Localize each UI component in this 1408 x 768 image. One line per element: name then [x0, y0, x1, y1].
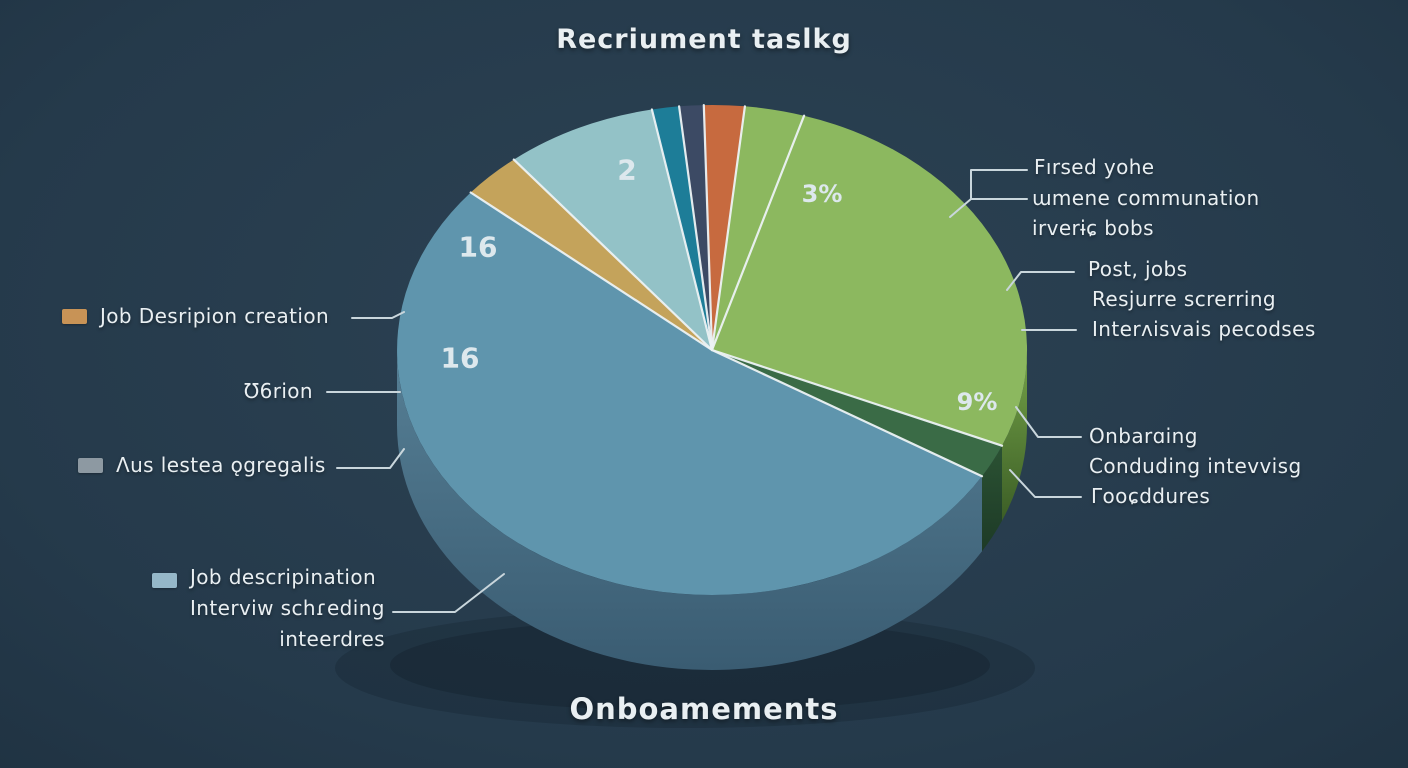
- callout-label-resjurre-screrring: Resjurre screrring: [1092, 287, 1276, 311]
- legend-swatch-tan: [62, 308, 87, 324]
- callout-label-conduding-intevvisg: Conduding intevvisg: [1089, 454, 1302, 478]
- slice-value-label: 16: [441, 342, 480, 375]
- slice-value-label: 16: [459, 231, 498, 264]
- pie-3d-sides: [396, 350, 1027, 671]
- slice-value-label: 3%: [802, 180, 843, 208]
- pie-slice-onboarding-green: [712, 115, 1028, 446]
- callout-label-06rion: Ʊ6rion: [243, 379, 313, 403]
- pie-slice-job-description-tan: [470, 159, 712, 350]
- legend-item-job-desription-creation: Job Desripion creation: [62, 304, 329, 328]
- legend-swatch-light-blue: [152, 573, 177, 588]
- pie-slice-dark-green-sliver: [712, 350, 1002, 477]
- leader-line: [1009, 469, 1082, 498]
- separator-line: [710, 348, 1004, 447]
- separator-line: [512, 158, 714, 352]
- separator-line: [710, 105, 747, 352]
- callout-label-irveri-bobs: irverɨɕ bobs: [1032, 216, 1154, 240]
- separator-line: [677, 105, 714, 352]
- leader-line: [949, 169, 1028, 218]
- legend-label: Job Desripion creation: [100, 304, 330, 328]
- callout-label-post-jobs: Post, jobs: [1088, 257, 1188, 281]
- chart-subtitle: Onboamements: [569, 692, 839, 726]
- blue-side: [396, 350, 982, 671]
- callout-label-oosddures: Γooɕddures: [1091, 484, 1211, 508]
- separator-line: [469, 191, 714, 352]
- slice-value-labels: 2 16 16 3% 9%: [441, 154, 998, 417]
- leader-line: [1015, 406, 1082, 438]
- legend-swatch-gray: [78, 457, 103, 473]
- callout-label-firsed-yohe: Fırsed yohe: [1034, 155, 1155, 179]
- slice-separator-lines: [469, 103, 1004, 478]
- callout-label-mene-communation: ɯmene communation: [1032, 186, 1260, 210]
- callout-label-onbaraing: Onbarɑing: [1089, 424, 1198, 448]
- slice-value-label: 9%: [957, 388, 998, 416]
- leader-line: [336, 448, 405, 469]
- separator-line: [710, 114, 806, 352]
- leader-line: [1006, 271, 1075, 291]
- leader-line: [392, 573, 505, 613]
- legend-item-jus-lestea: Λus lestea ǫgregalis: [78, 453, 326, 477]
- dark-green-side: [982, 445, 1002, 552]
- leader-lines: [326, 169, 1082, 613]
- callout-label-interviw-scheding: Interviw schɾeding: [190, 596, 385, 620]
- chart-title: Recriument taslkg: [556, 24, 852, 55]
- separator-line: [650, 108, 714, 352]
- pie-slice-interview-light-teal: [513, 109, 712, 350]
- green-side: [1002, 350, 1027, 521]
- pie-slice-orange-sliver: [703, 105, 745, 350]
- separator-line: [710, 348, 984, 478]
- leader-line: [351, 311, 405, 319]
- pie-slice-recruitment-main-blue: [397, 192, 983, 595]
- callout-label-inteerdres: inteerdres: [279, 627, 385, 651]
- callout-label-job-descripination: Job descripination: [190, 565, 377, 589]
- slice-value-label: 2: [617, 154, 636, 187]
- separator-line: [702, 103, 714, 352]
- legend-label: Λus lestea ǫgregalis: [116, 453, 326, 477]
- callout-label-interisvais-pecodses: Interʌisvais pecodses: [1092, 317, 1316, 341]
